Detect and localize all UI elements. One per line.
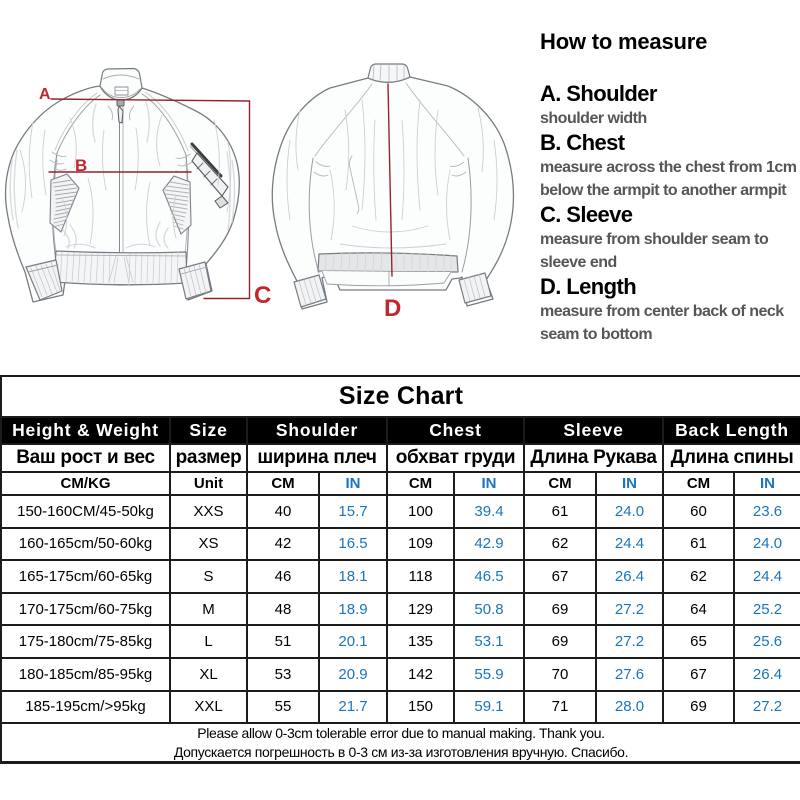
svg-text:B: B	[75, 156, 87, 175]
svg-text:A: A	[39, 86, 51, 103]
svg-text:C: C	[254, 282, 271, 309]
svg-text:D: D	[384, 295, 401, 322]
